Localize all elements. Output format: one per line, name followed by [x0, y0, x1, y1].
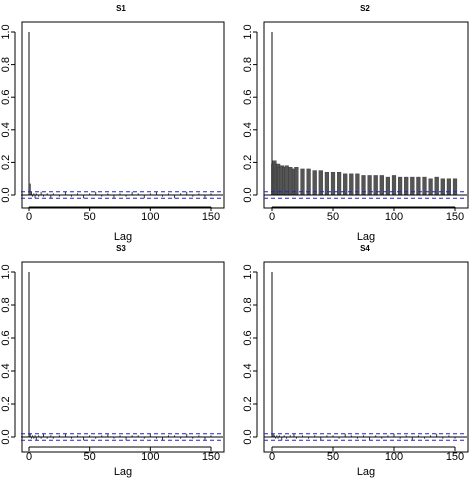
acf-bar: [428, 178, 433, 196]
panel-s2: S2 0.0 0.2 0.4 0.6 0.8 1.0 0 50 100 150 Lag: [242, 4, 469, 243]
x-axis-label: Lag: [114, 466, 132, 478]
y-tick-label: 0.2: [242, 155, 254, 170]
acf-bar: [398, 176, 403, 196]
x-axis-label: Lag: [357, 231, 375, 243]
x-axis: 0 50 100 150: [26, 206, 220, 223]
x-tick-label: 0: [26, 451, 32, 463]
y-tick-label: 0.8: [0, 57, 12, 72]
acf-marks: [21, 272, 223, 441]
acf-bar: [452, 178, 458, 196]
y-tick-label: 0.4: [242, 363, 254, 378]
acf-bar: [416, 176, 421, 196]
y-tick-label: 0.8: [0, 297, 12, 312]
acf-bar: [422, 176, 427, 196]
acf-bar: [288, 167, 293, 196]
x-tick-label: 150: [446, 451, 464, 463]
x-axis-label: Lag: [357, 466, 375, 478]
acf-bar: [300, 168, 305, 196]
y-tick-label: 0.8: [242, 57, 254, 72]
y-tick-label: 1.0: [0, 264, 12, 279]
y-tick-label: 0.8: [242, 297, 254, 312]
x-tick-label: 50: [327, 211, 339, 223]
y-tick-label: 0.0: [0, 187, 12, 202]
y-tick-label: 0.6: [0, 90, 12, 105]
panel-title: S2: [360, 4, 370, 13]
y-tick-label: 0.0: [242, 187, 254, 202]
y-tick-label: 0.6: [242, 90, 254, 105]
x-axis: 0 50 100 150: [269, 446, 464, 463]
plot-frame: [21, 261, 225, 453]
acf-bar: [434, 176, 439, 196]
panel-s3: S3 0.0 0.2 0.4 0.6 0.8 1.0 0 50 100 150 Lag: [0, 244, 225, 478]
x-tick-label: 0: [269, 451, 275, 463]
x-tick-label: 100: [141, 211, 159, 223]
y-tick-label: 0.4: [0, 122, 12, 137]
x-axis: 0 50 100 150: [26, 446, 220, 463]
y-tick-label: 0.4: [242, 122, 254, 137]
y-tick-label: 0.0: [0, 429, 12, 444]
plot-frame: [263, 21, 469, 209]
acf-bar: [306, 168, 311, 196]
y-tick-label: 0.2: [242, 396, 254, 411]
acf-marks: [21, 32, 223, 199]
panel-title: S1: [116, 4, 126, 13]
x-tick-label: 50: [84, 451, 96, 463]
plot-frame: [21, 21, 225, 209]
x-axis: 0 50 100 150: [269, 206, 464, 223]
x-tick-label: 100: [385, 451, 403, 463]
x-tick-label: 0: [26, 211, 32, 223]
acf-marks: [264, 32, 467, 199]
panel-s1: S1 0.0 0.2 0.4 0.6 0.8 1.0 0 50 100 150 Lag: [0, 4, 225, 243]
x-tick-label: 100: [141, 451, 159, 463]
acf-bar: [440, 178, 445, 196]
acf-bar: [284, 165, 289, 196]
y-tick-label: 0.0: [242, 429, 254, 444]
y-tick-label: 0.4: [0, 363, 12, 378]
y-tick-label: 1.0: [0, 24, 12, 39]
y-tick-label: 0.6: [0, 330, 12, 345]
y-axis: 0.0 0.2 0.4 0.6 0.8 1.0: [0, 264, 16, 445]
x-tick-label: 150: [446, 211, 464, 223]
y-tick-label: 0.2: [0, 396, 12, 411]
x-tick-label: 100: [385, 211, 403, 223]
y-axis: 0.0 0.2 0.4 0.6 0.8 1.0: [242, 264, 258, 445]
acf-bar: [410, 176, 415, 196]
x-tick-label: 150: [202, 451, 220, 463]
plot-frame: [263, 261, 469, 453]
x-axis-label: Lag: [114, 231, 132, 243]
x-tick-label: 0: [269, 211, 275, 223]
x-tick-label: 50: [327, 451, 339, 463]
y-axis: 0.0 0.2 0.4 0.6 0.8 1.0: [0, 24, 16, 203]
x-tick-label: 50: [84, 211, 96, 223]
panel-s4: S4 0.0 0.2 0.4 0.6 0.8 1.0 0 50 100 150 Lag: [242, 244, 469, 478]
y-tick-label: 1.0: [242, 24, 254, 39]
acf-marks: [264, 272, 467, 441]
acf-bar: [294, 167, 299, 196]
panel-title: S3: [116, 244, 126, 253]
y-axis: 0.0 0.2 0.4 0.6 0.8 1.0: [242, 24, 258, 203]
acf-bar: [385, 176, 390, 196]
y-tick-label: 0.2: [0, 155, 12, 170]
y-tick-label: 1.0: [242, 264, 254, 279]
panel-title: S4: [360, 244, 370, 253]
acf-bar: [446, 178, 451, 196]
x-tick-label: 150: [202, 211, 220, 223]
acf-bar: [404, 176, 409, 196]
y-tick-label: 0.6: [242, 330, 254, 345]
